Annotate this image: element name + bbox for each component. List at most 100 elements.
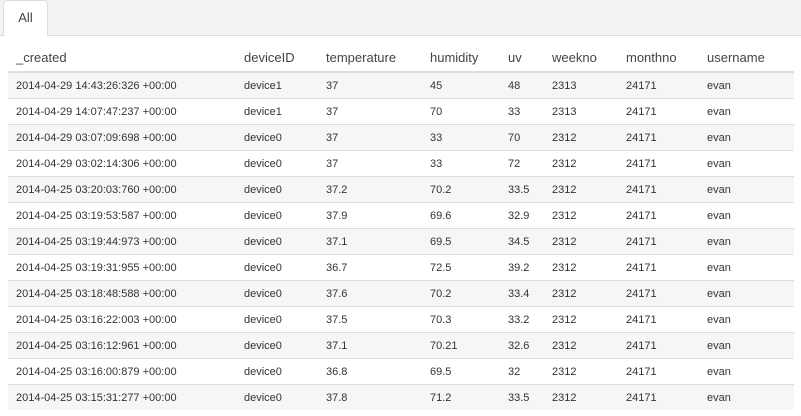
username-cell: evan bbox=[699, 254, 794, 281]
column-header-uv[interactable]: uv bbox=[500, 44, 544, 73]
humidity-cell: 69.5 bbox=[422, 228, 500, 255]
deviceid-cell: device0 bbox=[236, 150, 318, 177]
data-table: _created deviceID temperature humidity u… bbox=[8, 44, 794, 410]
column-header-created[interactable]: _created bbox=[8, 44, 236, 73]
uv-cell: 33 bbox=[500, 98, 544, 125]
table-row[interactable]: 2014-04-29 03:07:09:698 +00:00 device0 37 3… bbox=[8, 124, 794, 151]
deviceid-cell: device0 bbox=[236, 384, 318, 410]
deviceid-cell: device0 bbox=[236, 306, 318, 333]
temperature-cell: 37 bbox=[318, 98, 422, 125]
created-cell: 2014-04-25 03:18:48:588 +00:00 bbox=[8, 280, 236, 307]
weekno-cell: 2312 bbox=[544, 124, 618, 151]
monthno-cell: 24171 bbox=[618, 124, 699, 151]
table-row[interactable]: 2014-04-25 03:18:48:588 +00:00 device0 37.… bbox=[8, 280, 794, 307]
table-row[interactable]: 2014-04-29 03:02:14:306 +00:00 device0 37 3… bbox=[8, 150, 794, 177]
uv-cell: 33.2 bbox=[500, 306, 544, 333]
uv-cell: 72 bbox=[500, 150, 544, 177]
deviceid-cell: device0 bbox=[236, 202, 318, 229]
monthno-cell: 24171 bbox=[618, 280, 699, 307]
weekno-cell: 2312 bbox=[544, 254, 618, 281]
humidity-cell: 33 bbox=[422, 124, 500, 151]
table-row[interactable]: 2014-04-25 03:19:44:973 +00:00 device0 37.… bbox=[8, 228, 794, 255]
created-cell: 2014-04-29 14:07:47:237 +00:00 bbox=[8, 98, 236, 125]
table-header-row: _created deviceID temperature humidity u… bbox=[8, 44, 794, 73]
monthno-cell: 24171 bbox=[618, 202, 699, 229]
uv-cell: 48 bbox=[500, 72, 544, 99]
humidity-cell: 70.3 bbox=[422, 306, 500, 333]
humidity-cell: 69.6 bbox=[422, 202, 500, 229]
humidity-cell: 69.5 bbox=[422, 358, 500, 385]
table-row[interactable]: 2014-04-25 03:19:53:587 +00:00 device0 37.… bbox=[8, 202, 794, 229]
created-cell: 2014-04-25 03:16:22:003 +00:00 bbox=[8, 306, 236, 333]
table-row[interactable]: 2014-04-25 03:19:31:955 +00:00 device0 36.… bbox=[8, 254, 794, 281]
table-row[interactable]: 2014-04-25 03:16:12:961 +00:00 device0 37.… bbox=[8, 332, 794, 359]
weekno-cell: 2312 bbox=[544, 306, 618, 333]
username-cell: evan bbox=[699, 72, 794, 99]
temperature-cell: 36.8 bbox=[318, 358, 422, 385]
weekno-cell: 2312 bbox=[544, 202, 618, 229]
monthno-cell: 24171 bbox=[618, 98, 699, 125]
created-cell: 2014-04-25 03:16:12:961 +00:00 bbox=[8, 332, 236, 359]
temperature-cell: 37 bbox=[318, 72, 422, 99]
username-cell: evan bbox=[699, 280, 794, 307]
uv-cell: 34.5 bbox=[500, 228, 544, 255]
weekno-cell: 2312 bbox=[544, 358, 618, 385]
username-cell: evan bbox=[699, 384, 794, 410]
table-row[interactable]: 2014-04-29 14:07:47:237 +00:00 device1 37 7… bbox=[8, 98, 794, 125]
uv-cell: 39.2 bbox=[500, 254, 544, 281]
column-header-username[interactable]: username bbox=[699, 44, 794, 73]
monthno-cell: 24171 bbox=[618, 332, 699, 359]
humidity-cell: 71.2 bbox=[422, 384, 500, 410]
humidity-cell: 70.2 bbox=[422, 176, 500, 203]
created-cell: 2014-04-25 03:20:03:760 +00:00 bbox=[8, 176, 236, 203]
deviceid-cell: device0 bbox=[236, 176, 318, 203]
monthno-cell: 24171 bbox=[618, 254, 699, 281]
uv-cell: 32.6 bbox=[500, 332, 544, 359]
column-header-monthno[interactable]: monthno bbox=[618, 44, 699, 73]
temperature-cell: 36.7 bbox=[318, 254, 422, 281]
uv-cell: 32 bbox=[500, 358, 544, 385]
temperature-cell: 37.9 bbox=[318, 202, 422, 229]
table-row[interactable]: 2014-04-25 03:16:22:003 +00:00 device0 37.… bbox=[8, 306, 794, 333]
deviceid-cell: device0 bbox=[236, 254, 318, 281]
temperature-cell: 37 bbox=[318, 150, 422, 177]
deviceid-cell: device1 bbox=[236, 72, 318, 99]
username-cell: evan bbox=[699, 358, 794, 385]
temperature-cell: 37 bbox=[318, 124, 422, 151]
uv-cell: 32.9 bbox=[500, 202, 544, 229]
monthno-cell: 24171 bbox=[618, 150, 699, 177]
tab-bar: All bbox=[0, 0, 801, 37]
table-row[interactable]: 2014-04-25 03:16:00:879 +00:00 device0 36.… bbox=[8, 358, 794, 385]
table-row[interactable]: 2014-04-25 03:15:31:277 +00:00 device0 37.… bbox=[8, 384, 794, 410]
temperature-cell: 37.8 bbox=[318, 384, 422, 410]
created-cell: 2014-04-25 03:19:53:587 +00:00 bbox=[8, 202, 236, 229]
username-cell: evan bbox=[699, 306, 794, 333]
uv-cell: 33.4 bbox=[500, 280, 544, 307]
monthno-cell: 24171 bbox=[618, 72, 699, 99]
weekno-cell: 2312 bbox=[544, 384, 618, 410]
deviceid-cell: device0 bbox=[236, 358, 318, 385]
weekno-cell: 2312 bbox=[544, 228, 618, 255]
temperature-cell: 37.5 bbox=[318, 306, 422, 333]
monthno-cell: 24171 bbox=[618, 176, 699, 203]
uv-cell: 33.5 bbox=[500, 384, 544, 410]
temperature-cell: 37.1 bbox=[318, 228, 422, 255]
column-header-humidity[interactable]: humidity bbox=[422, 44, 500, 73]
weekno-cell: 2313 bbox=[544, 72, 618, 99]
username-cell: evan bbox=[699, 202, 794, 229]
deviceid-cell: device1 bbox=[236, 98, 318, 125]
username-cell: evan bbox=[699, 332, 794, 359]
monthno-cell: 24171 bbox=[618, 358, 699, 385]
table-row[interactable]: 2014-04-29 14:43:26:326 +00:00 device1 37 4… bbox=[8, 72, 794, 99]
weekno-cell: 2313 bbox=[544, 98, 618, 125]
column-header-weekno[interactable]: weekno bbox=[544, 44, 618, 73]
created-cell: 2014-04-29 03:02:14:306 +00:00 bbox=[8, 150, 236, 177]
table-body: 2014-04-29 14:43:26:326 +00:00 device1 37 4… bbox=[8, 72, 794, 410]
table-row[interactable]: 2014-04-25 03:20:03:760 +00:00 device0 37.… bbox=[8, 176, 794, 203]
tab-all[interactable]: All bbox=[3, 0, 48, 37]
humidity-cell: 70.21 bbox=[422, 332, 500, 359]
column-header-deviceid[interactable]: deviceID bbox=[236, 44, 318, 73]
created-cell: 2014-04-29 03:07:09:698 +00:00 bbox=[8, 124, 236, 151]
deviceid-cell: device0 bbox=[236, 280, 318, 307]
column-header-temperature[interactable]: temperature bbox=[318, 44, 422, 73]
